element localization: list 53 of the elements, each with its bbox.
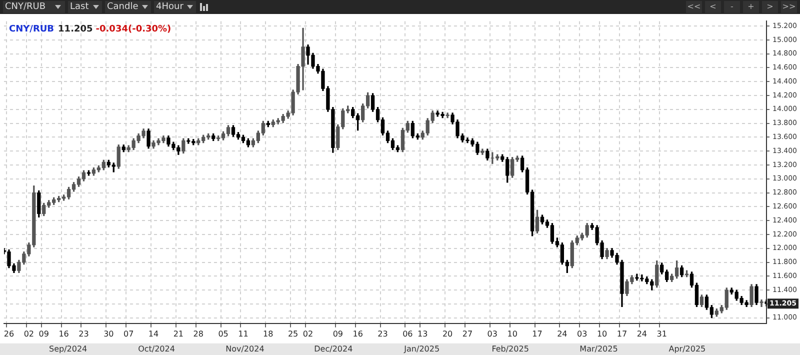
text: CNY/RUB [5, 2, 46, 12]
x-tick-label: 23 [378, 329, 388, 338]
x-tick-label: 28 [193, 329, 204, 338]
text: Sep/2024 [48, 344, 88, 354]
x-tick-label: 03 [487, 329, 498, 338]
x-tick-label: 03 [577, 329, 588, 338]
x-tick-label: 16 [352, 329, 363, 338]
x-tick-label: 30 [104, 329, 114, 338]
text: Oct/2024 [138, 344, 175, 354]
x-tick-label: 14 [148, 329, 159, 338]
text: Feb/2025 [492, 344, 529, 354]
x-tick-label: 25 [288, 329, 298, 338]
candlestick [760, 299, 764, 308]
text: << [686, 1, 702, 13]
text: < [705, 1, 721, 13]
x-tick-label: 02 [24, 329, 34, 338]
x-tick-label: 07 [124, 329, 134, 338]
text: Mar/2025 [580, 344, 618, 354]
x-tick-label: 06 [402, 329, 413, 338]
text: > [762, 1, 778, 13]
x-tick-label: 10 [596, 329, 608, 338]
x-tick-label: 05 [218, 329, 228, 338]
x-tick-label: 18 [263, 329, 274, 338]
x-tick-label: 02 [302, 329, 314, 338]
x-tick-label: 20 [442, 329, 453, 338]
x-tick-label: 27 [462, 329, 473, 338]
x-tick-label: 31 [656, 329, 667, 338]
x-tick-label: 23 [78, 329, 89, 338]
chart-title: CNY/RUB [9, 24, 54, 35]
x-tick-label: 26 [4, 329, 14, 338]
x-tick-label: 09 [332, 329, 343, 338]
x-tick-label: 10 [507, 329, 518, 338]
text: 4Hour [156, 2, 184, 12]
x-tick-label: 11 [238, 329, 248, 338]
x-tick-label: 17 [532, 329, 542, 338]
text: Jan/2025 [403, 344, 440, 354]
x-tick-label: 24 [557, 329, 568, 338]
text: >> [781, 1, 797, 13]
chart-subtitle: 11.205 [58, 24, 93, 35]
text: Candle [107, 2, 138, 12]
text: Dec/2024 [314, 344, 353, 354]
text: Nov/2024 [226, 344, 264, 354]
x-tick-label: 09 [38, 329, 49, 338]
text: - [724, 1, 740, 13]
x-tick-label: 21 [173, 329, 184, 338]
x-tick-label: 24 [636, 329, 648, 338]
x-tick-label: 17 [616, 329, 628, 338]
text: + [743, 1, 759, 13]
text: Last [70, 2, 89, 12]
x-tick-label: 13 [418, 329, 428, 338]
text: Apr/2025 [668, 344, 706, 354]
x-tick-label: 16 [58, 329, 69, 338]
annotation: -0.034(-0.30%) [96, 24, 172, 35]
